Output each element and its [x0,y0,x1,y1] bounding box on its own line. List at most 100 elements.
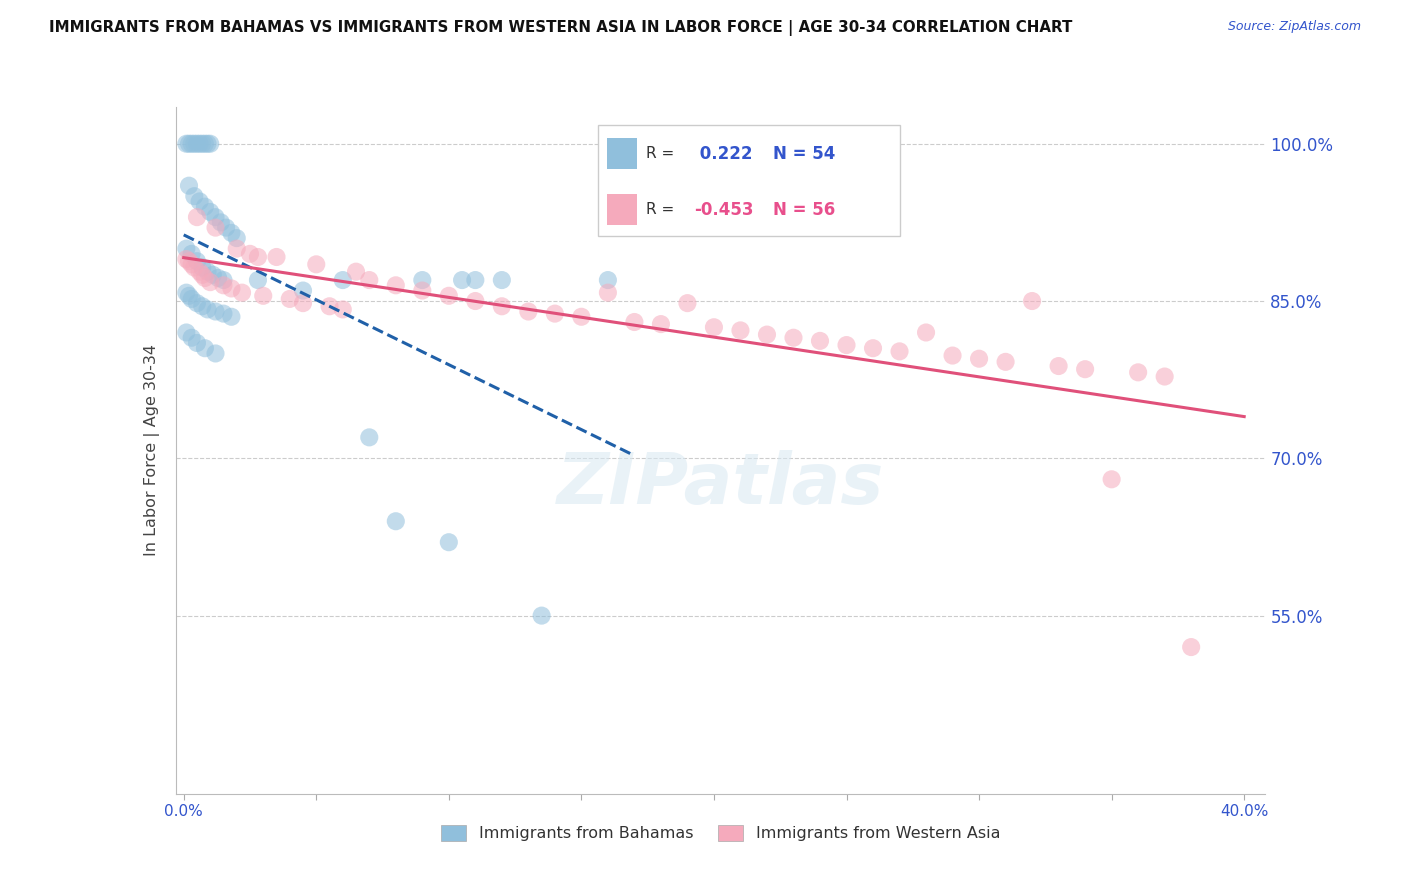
Point [1021,293,1043,308]
Point [266,250,288,264]
Point [209,215,232,229]
Point [967,351,990,366]
Point [200,275,222,289]
Point [292,296,315,310]
Point [411,273,433,287]
Point [191,136,214,151]
Point [188,136,211,151]
Text: ZIPatlas: ZIPatlas [557,450,884,519]
Point [191,299,214,313]
Point [176,252,198,266]
Point [183,189,205,203]
Point [305,257,328,271]
Point [201,268,224,282]
Point [188,194,211,209]
Point [186,336,208,351]
Point [191,268,214,282]
Point [194,341,217,355]
Point [221,310,243,324]
Point [703,320,725,334]
Point [491,299,513,313]
Point [344,265,367,279]
Point [188,265,211,279]
Point [176,136,198,151]
Point [246,273,269,287]
Point [862,341,884,355]
Point [183,136,205,151]
Point [197,136,219,151]
Point [808,334,831,348]
Point [571,310,593,324]
Y-axis label: In Labor Force | Age 30-34: In Labor Force | Age 30-34 [143,344,160,557]
Point [623,315,645,329]
Point [212,307,235,321]
Legend: Immigrants from Bahamas, Immigrants from Western Asia: Immigrants from Bahamas, Immigrants from… [434,818,1007,847]
Point [221,281,243,295]
Point [176,242,198,256]
Point [207,271,229,285]
Point [437,289,460,303]
Point [204,210,226,224]
Point [212,278,235,293]
Text: R =: R = [645,202,679,217]
Point [1074,362,1097,376]
Point [464,273,486,287]
Point [215,220,238,235]
Text: IMMIGRANTS FROM BAHAMAS VS IMMIGRANTS FROM WESTERN ASIA IN LABOR FORCE | AGE 30-: IMMIGRANTS FROM BAHAMAS VS IMMIGRANTS FR… [49,20,1073,36]
Point [176,285,198,300]
Point [239,247,262,261]
Point [544,307,567,321]
Point [359,273,381,287]
Point [359,430,381,444]
Point [197,265,219,279]
Point [517,304,540,318]
Point [183,260,205,275]
Point [889,344,911,359]
Point [994,355,1017,369]
Point [755,327,778,342]
Point [200,205,222,219]
FancyBboxPatch shape [598,125,900,236]
Point [180,331,202,345]
Point [292,284,315,298]
Point [180,136,202,151]
Bar [606,194,637,226]
Point [225,231,247,245]
Text: R =: R = [645,146,679,161]
Point [650,317,672,331]
Point [782,331,804,345]
Point [194,271,217,285]
Point [177,136,200,151]
Text: N = 56: N = 56 [773,201,835,219]
Point [1126,365,1149,379]
Point [194,200,217,214]
Point [221,226,243,240]
Point [225,242,247,256]
Point [200,136,222,151]
Point [252,289,274,303]
Point [197,302,219,317]
Point [231,285,253,300]
Point [464,293,486,308]
Point [186,210,208,224]
Point [176,326,198,340]
Bar [606,138,637,169]
Point [186,296,208,310]
Point [730,323,752,337]
Point [385,278,408,293]
Point [1047,359,1070,373]
Point [385,514,408,528]
Point [332,273,354,287]
Point [596,273,619,287]
Point [596,285,619,300]
Point [332,302,354,317]
Point [212,273,235,287]
Point [204,220,226,235]
Point [186,254,208,268]
Point [186,136,208,151]
Point [180,257,202,271]
Point [1180,640,1202,654]
Point [676,296,699,310]
Text: Source: ZipAtlas.com: Source: ZipAtlas.com [1227,20,1361,33]
Point [180,292,202,306]
